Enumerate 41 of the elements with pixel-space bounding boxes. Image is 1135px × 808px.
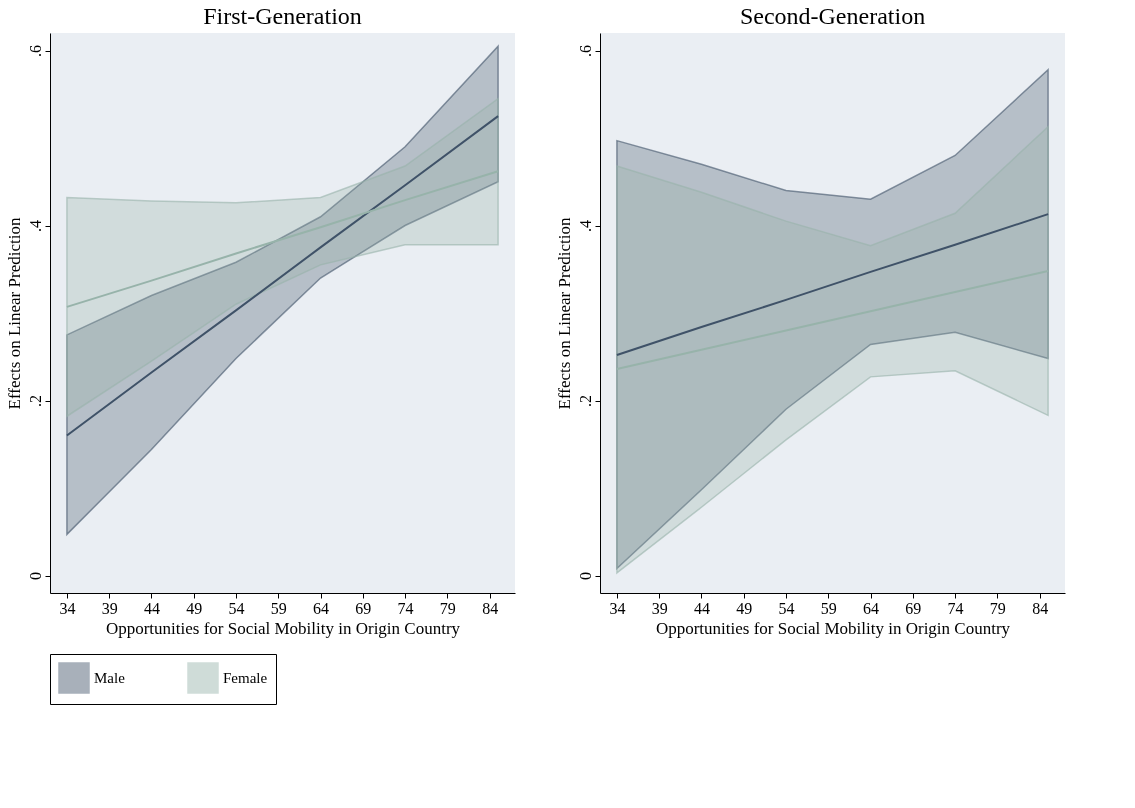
legend-label: Female: [223, 670, 268, 686]
x-tick-label: 69: [905, 599, 922, 617]
x-tick-label: 79: [989, 599, 1006, 617]
y-axis-title: Effects on Linear Prediction: [554, 217, 574, 410]
y-tick-label: .6: [576, 45, 594, 57]
chart-title: Second-Generation: [739, 3, 926, 29]
x-tick-label: 59: [820, 599, 837, 617]
x-tick-label: 64: [313, 599, 330, 617]
x-tick-label: 74: [397, 599, 414, 617]
y-axis-title: Effects on Linear Prediction: [4, 217, 24, 410]
x-tick-label: 54: [228, 599, 245, 617]
x-tick-label: 49: [186, 599, 203, 617]
x-axis-title: Opportunities for Social Mobility in Origin Country: [105, 618, 461, 638]
x-tick-label: 39: [651, 599, 668, 617]
chart-title: First-Generation: [203, 3, 362, 29]
x-tick-label: 44: [143, 599, 160, 617]
x-tick-label: 34: [609, 599, 626, 617]
x-tick-label: 69: [355, 599, 372, 617]
y-tick-label: .2: [26, 395, 44, 407]
x-tick-label: 49: [736, 599, 753, 617]
x-tick-label: 84: [1032, 599, 1049, 617]
y-tick-label: .4: [576, 220, 594, 232]
x-tick-label: 64: [863, 599, 880, 617]
y-tick-label: .2: [576, 395, 594, 407]
y-tick-label: 0: [576, 572, 594, 580]
line-series: [65, 170, 500, 308]
x-tick-label: 59: [270, 599, 287, 617]
x-tick-label: 79: [439, 599, 456, 617]
legend-label: Male: [94, 670, 126, 686]
y-tick-label: .4: [26, 220, 44, 232]
line-series: [615, 213, 1050, 356]
line-series: [615, 270, 1050, 370]
x-tick-label: 39: [101, 599, 118, 617]
x-tick-label: 54: [778, 599, 795, 617]
x-tick-label: 84: [482, 599, 499, 617]
x-tick-label: 74: [947, 599, 964, 617]
x-tick-label: 34: [59, 599, 76, 617]
y-tick-label: .6: [26, 45, 44, 57]
x-axis-title: Opportunities for Social Mobility in Origin Country: [655, 618, 1011, 638]
y-tick-label: 0: [26, 572, 44, 580]
x-tick-label: 44: [693, 599, 710, 617]
